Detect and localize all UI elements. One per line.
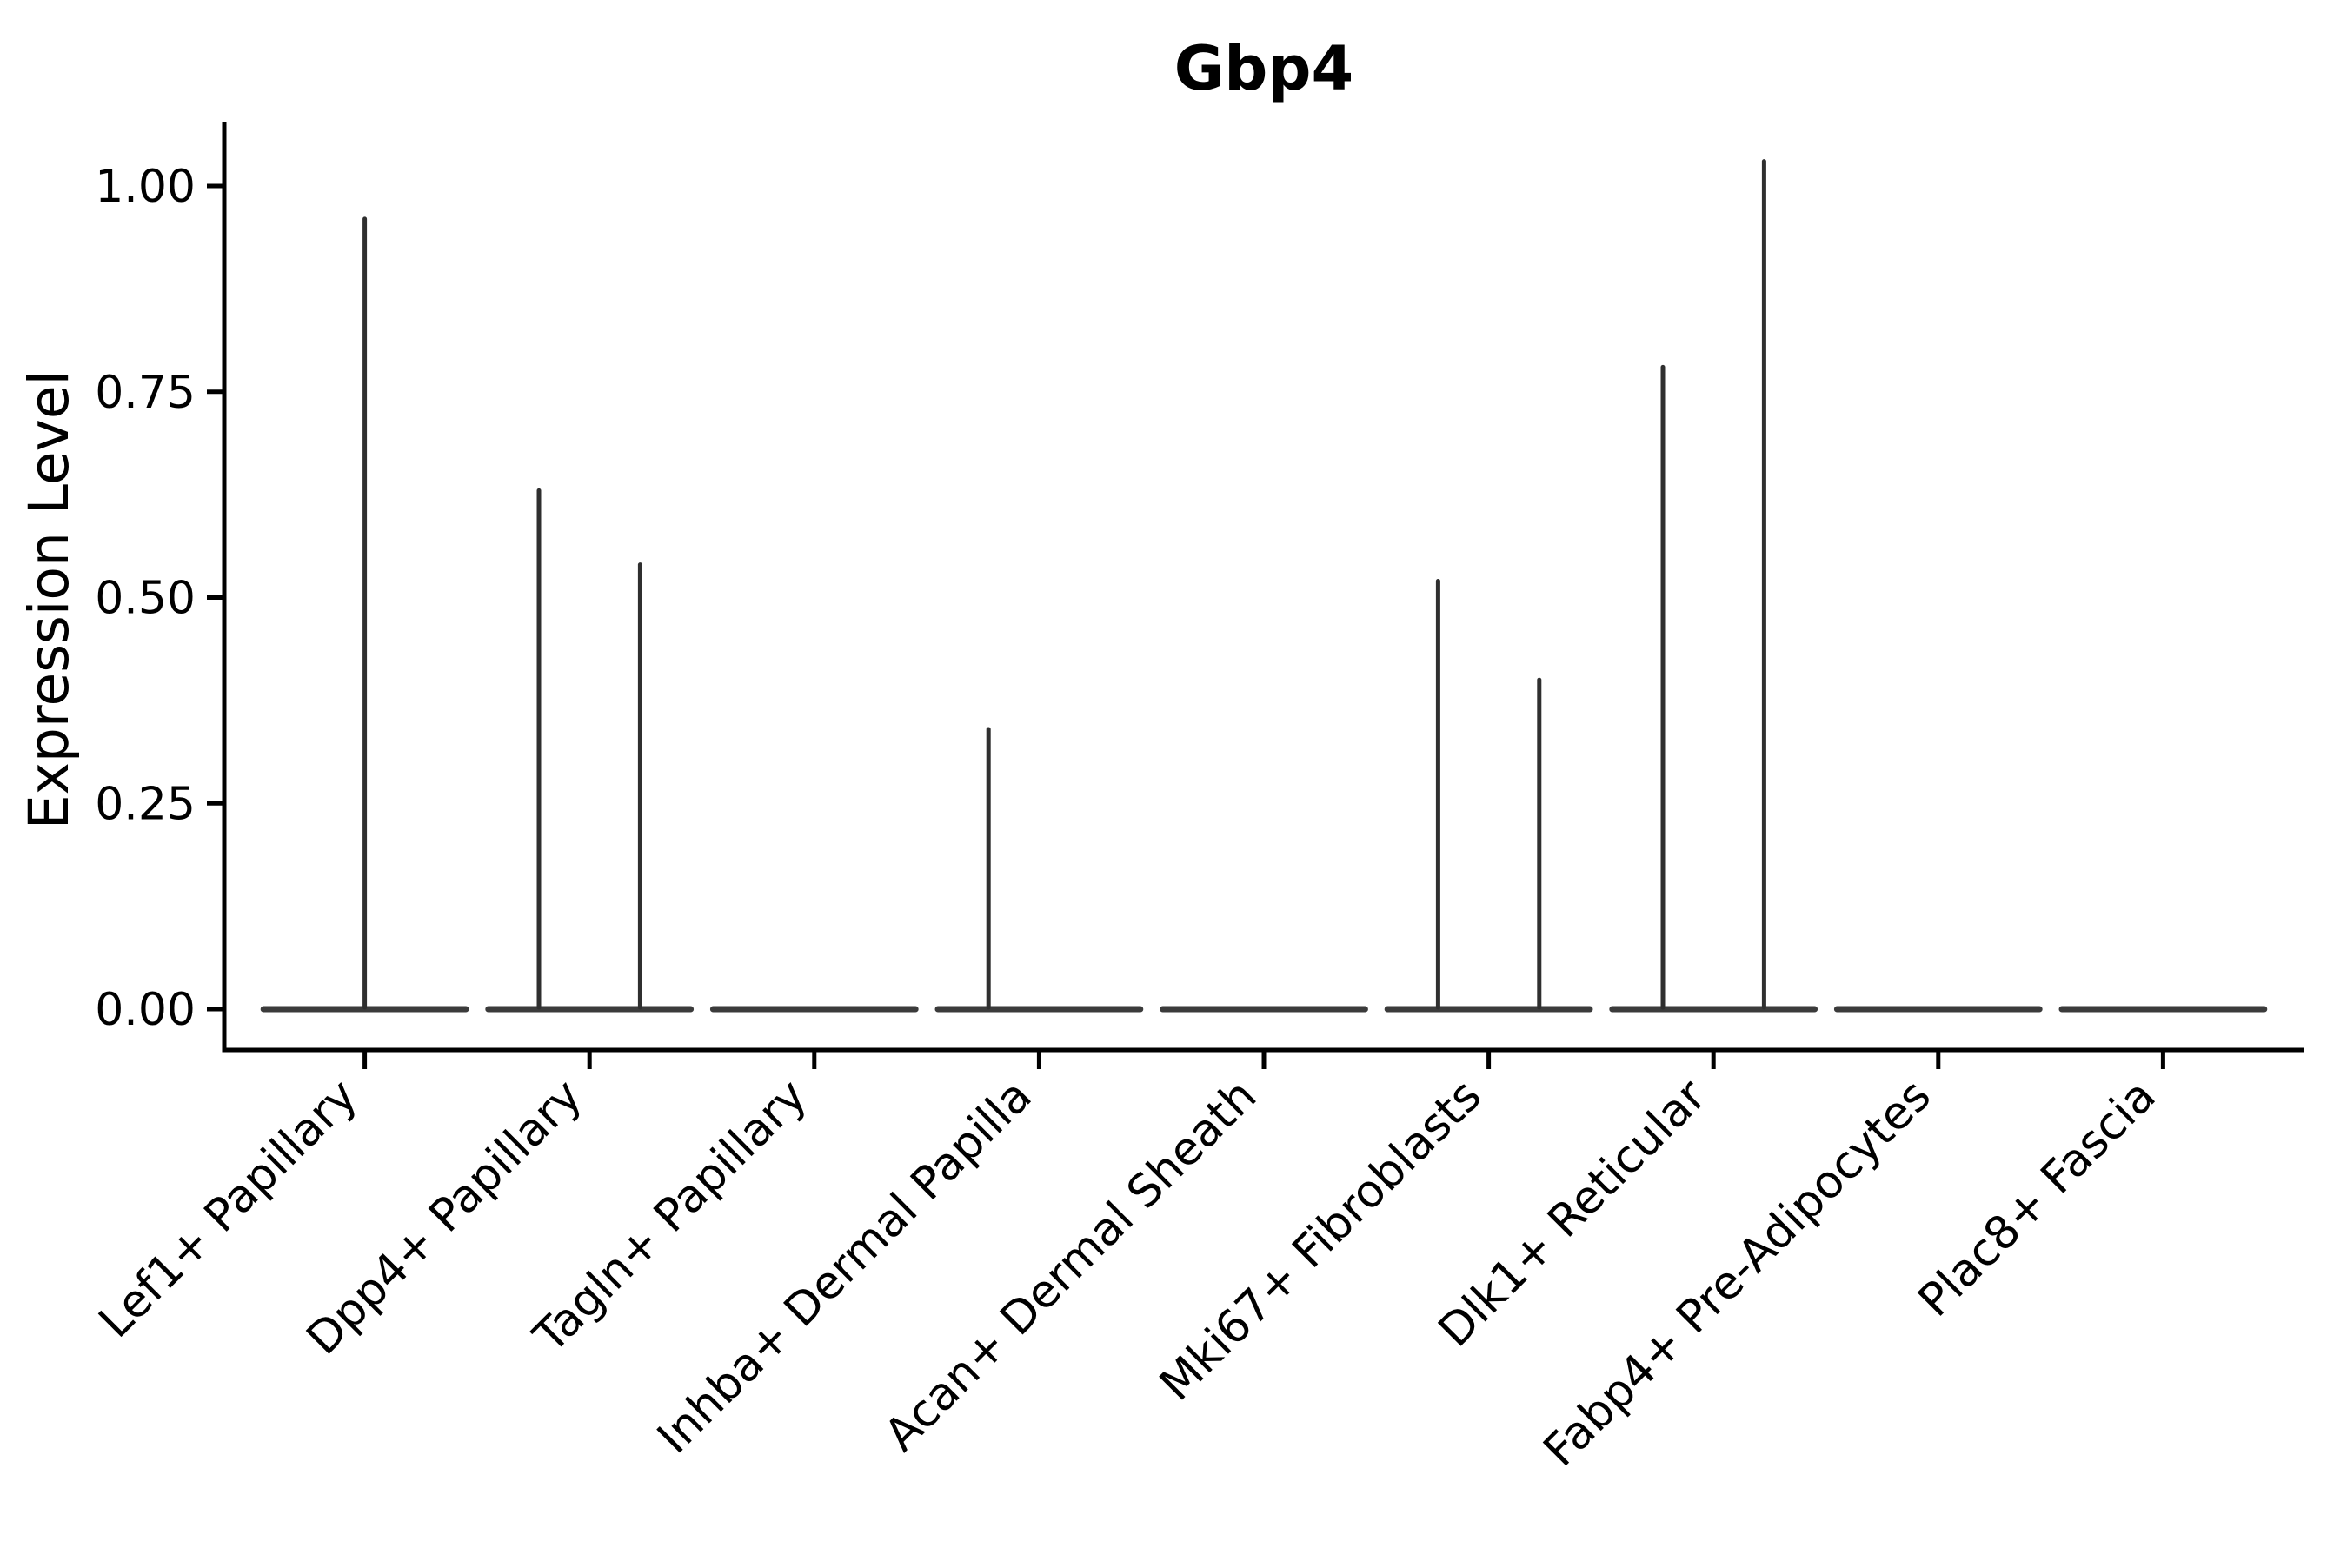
violin: [260, 216, 469, 1013]
y-tick-label: 1.00: [95, 161, 196, 213]
y-tick-label: 0.00: [95, 984, 196, 1036]
violin: [1384, 579, 1593, 1013]
x-tick-label: Fabp4+ Pre-Adipocytes: [1534, 1070, 1941, 1477]
y-tick-label: 0.50: [95, 573, 196, 625]
y-tick-label: 0.75: [95, 367, 196, 419]
chart-title: Gbp4: [1174, 33, 1353, 104]
violin: [485, 488, 695, 1013]
x-tick-label: Inhba+ Dermal Papilla: [648, 1070, 1041, 1464]
violins-group: [260, 159, 2268, 1013]
y-axis-label: Expression Level: [17, 370, 81, 829]
y-tick-label: 0.25: [95, 778, 196, 830]
x-tick-label: Acan+ Dermal Sheath: [875, 1070, 1267, 1462]
violin: [1609, 159, 1818, 1013]
axes-spines: [222, 122, 2304, 1053]
axis-spine: [222, 122, 2304, 1053]
violin: [934, 727, 1144, 1013]
x-tick-label: Plac8+ Fascia: [1909, 1070, 2166, 1327]
y-axis-ticks: 0.00 0.25 0.50 0.75 1.00: [95, 161, 224, 1036]
